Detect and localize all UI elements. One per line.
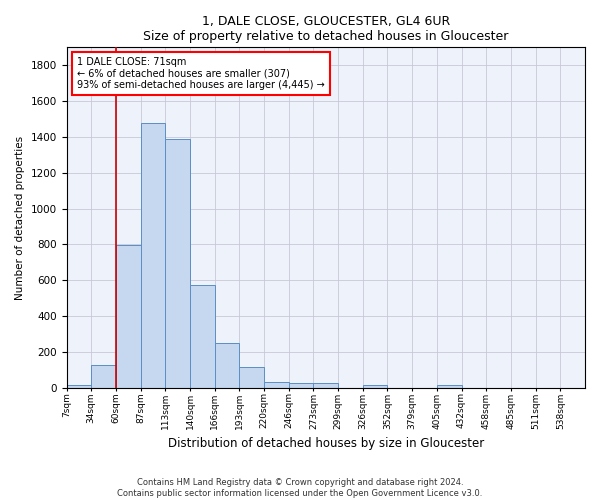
Bar — [140, 124, 165, 388]
Bar — [289, 382, 313, 388]
Bar — [264, 382, 289, 388]
Bar — [363, 384, 388, 388]
Bar — [190, 285, 215, 388]
Bar — [91, 365, 116, 388]
Bar — [313, 382, 338, 388]
Bar — [67, 386, 91, 388]
Bar — [165, 140, 190, 388]
Bar — [239, 368, 264, 388]
Text: 1 DALE CLOSE: 71sqm
← 6% of detached houses are smaller (307)
93% of semi-detach: 1 DALE CLOSE: 71sqm ← 6% of detached hou… — [77, 57, 325, 90]
X-axis label: Distribution of detached houses by size in Gloucester: Distribution of detached houses by size … — [167, 437, 484, 450]
Y-axis label: Number of detached properties: Number of detached properties — [15, 136, 25, 300]
Bar — [437, 384, 461, 388]
Text: Contains HM Land Registry data © Crown copyright and database right 2024.
Contai: Contains HM Land Registry data © Crown c… — [118, 478, 482, 498]
Title: 1, DALE CLOSE, GLOUCESTER, GL4 6UR
Size of property relative to detached houses : 1, DALE CLOSE, GLOUCESTER, GL4 6UR Size … — [143, 15, 508, 43]
Bar — [116, 246, 140, 388]
Bar — [215, 343, 239, 388]
